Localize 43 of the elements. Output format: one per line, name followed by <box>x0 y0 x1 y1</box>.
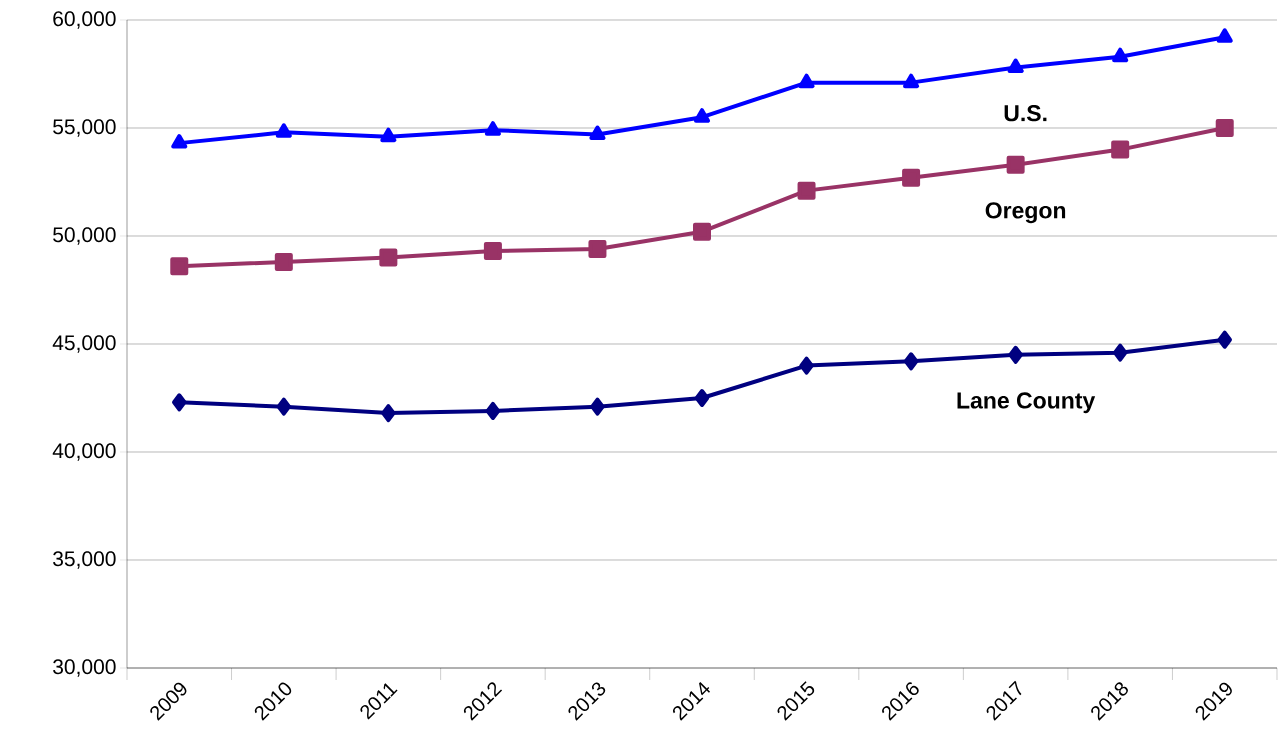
point <box>1216 28 1233 43</box>
point <box>1111 140 1130 159</box>
point <box>380 127 397 143</box>
point <box>799 356 814 375</box>
y-tick-label: 60,000 <box>53 11 116 29</box>
point <box>590 397 605 416</box>
point <box>172 393 187 412</box>
point <box>274 252 293 271</box>
y-tick-label: 55,000 <box>53 119 116 137</box>
point <box>1008 345 1023 364</box>
point <box>1007 58 1024 74</box>
point <box>170 257 189 276</box>
point <box>381 404 396 423</box>
point <box>276 397 292 416</box>
point <box>1215 119 1234 137</box>
series-label: U.S. <box>1004 105 1047 122</box>
point <box>483 242 502 261</box>
point <box>1006 155 1025 174</box>
y-tick-label: 50,000 <box>53 227 116 245</box>
point <box>902 168 921 187</box>
point <box>171 134 188 149</box>
point <box>797 181 816 200</box>
point <box>1217 330 1232 349</box>
y-tick-label: 30,000 <box>53 659 116 677</box>
series-label: Oregon <box>985 202 1066 224</box>
point <box>1112 47 1129 63</box>
y-tick-label: 40,000 <box>52 443 116 461</box>
point <box>275 123 292 138</box>
point <box>589 125 606 140</box>
point <box>693 222 711 241</box>
point <box>588 239 607 258</box>
point <box>485 401 501 420</box>
point <box>379 248 398 267</box>
point <box>484 121 501 136</box>
point <box>798 73 815 89</box>
point <box>694 389 710 407</box>
point <box>693 108 711 123</box>
series-label: Lane County <box>957 392 1096 414</box>
point <box>903 352 919 371</box>
y-tick-label: 35,000 <box>53 551 116 569</box>
point <box>903 73 920 89</box>
y-tick-label: 45,000 <box>52 335 116 353</box>
point <box>1112 343 1128 362</box>
